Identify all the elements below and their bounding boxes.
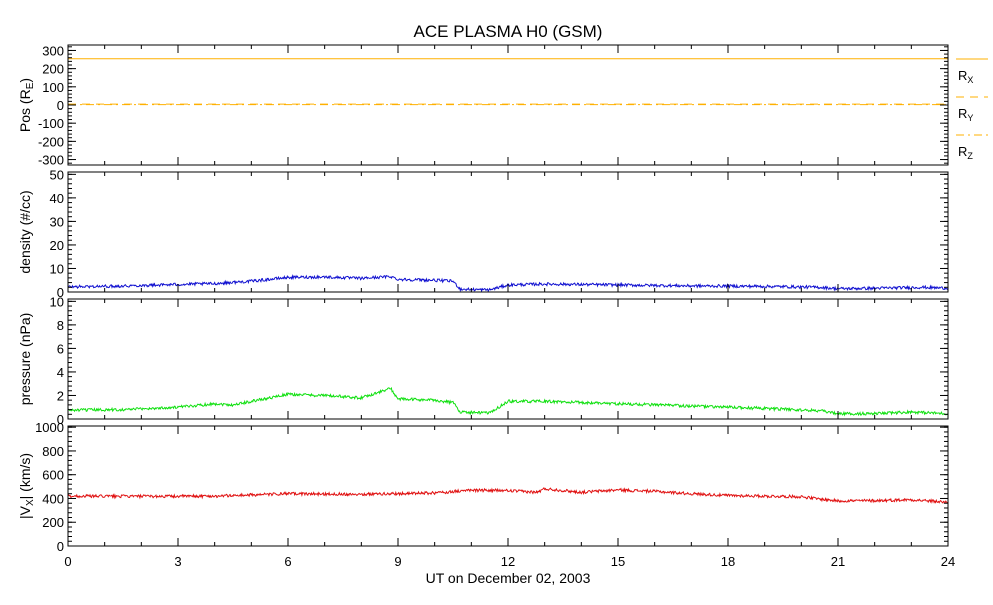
y-tick-label-density: 20 <box>50 238 64 253</box>
y-axis-label-density: density (#/cc) <box>17 190 33 273</box>
y-tick-label-vx: 0 <box>57 539 64 554</box>
x-tick-label: 18 <box>721 554 735 569</box>
y-tick-label-pressure: 4 <box>57 365 64 380</box>
y-tick-label-vx: 600 <box>42 468 64 483</box>
y-tick-label-pos: 100 <box>42 80 64 95</box>
y-tick-label-density: 10 <box>50 261 64 276</box>
panel-pressure: 10 8 6 4 2 0 pressure (nPa) <box>17 294 949 427</box>
y-tick-label-vx: 1000 <box>35 420 64 435</box>
y-tick-label-pressure: 8 <box>57 318 64 333</box>
y-tick-label-pressure: 10 <box>50 294 64 309</box>
x-axis-label: UT on December 02, 2003 <box>426 570 591 586</box>
y-tick-label-density: 50 <box>50 167 64 182</box>
legend-label-rz: RZ <box>958 144 973 161</box>
y-axis-label-vx: |VX| (km/s) <box>17 453 36 519</box>
x-tick-label: 24 <box>941 554 955 569</box>
y-tick-label-density: 30 <box>50 214 64 229</box>
y-tick-label-density: 40 <box>50 191 64 206</box>
y-tick-label-pressure: 0 <box>57 412 64 427</box>
y-axis-label-pos: Pos (RE) <box>17 78 36 132</box>
series-line-pressure <box>68 386 948 417</box>
series-line-vx <box>68 487 948 504</box>
x-tick-label: 6 <box>284 554 291 569</box>
x-tick-label: 3 <box>174 554 181 569</box>
y-tick-label-vx: 200 <box>42 515 64 530</box>
y-tick-label-vx: 400 <box>42 491 64 506</box>
x-tick-label: 21 <box>831 554 845 569</box>
legend-label-ry: RY <box>958 106 973 123</box>
panel-density: 50 40 30 20 10 0 density (#/cc) <box>17 167 949 300</box>
y-tick-label-pressure: 2 <box>57 388 64 403</box>
plot-frame-vx <box>67 425 949 547</box>
panel-vx: 1000 800 600 400 200 00 3 6 9 12 15 18 21 24 |VX| (km/… <box>17 420 955 569</box>
y-axis-label-pressure: pressure (nPa) <box>17 313 33 406</box>
y-tick-label-pos: -100 <box>38 116 64 131</box>
legend: RX RY RZ <box>956 58 988 161</box>
x-tick-label: 12 <box>501 554 515 569</box>
chart-title: ACE PLASMA H0 (GSM) <box>414 22 603 41</box>
y-tick-label-pos: -200 <box>38 134 64 149</box>
x-tick-label: 0 <box>64 554 71 569</box>
y-tick-label-pos: 0 <box>57 98 64 113</box>
y-tick-label-pos: 300 <box>42 43 64 58</box>
panel-pos: 300 200 100 0 -100 -200 -300 Pos (RE) RX RY RZ <box>17 43 988 168</box>
y-tick-label-pos: -300 <box>38 153 64 168</box>
y-tick-label-density: 0 <box>57 285 64 300</box>
x-tick-label: 15 <box>611 554 625 569</box>
series-line-density <box>68 274 948 292</box>
legend-label-rx: RX <box>958 68 973 85</box>
y-tick-label-pos: 200 <box>42 62 64 77</box>
x-tick-label: 9 <box>394 554 401 569</box>
plot-frame-density <box>67 171 949 293</box>
y-tick-label-vx: 800 <box>42 444 64 459</box>
y-tick-label-pressure: 6 <box>57 341 64 356</box>
